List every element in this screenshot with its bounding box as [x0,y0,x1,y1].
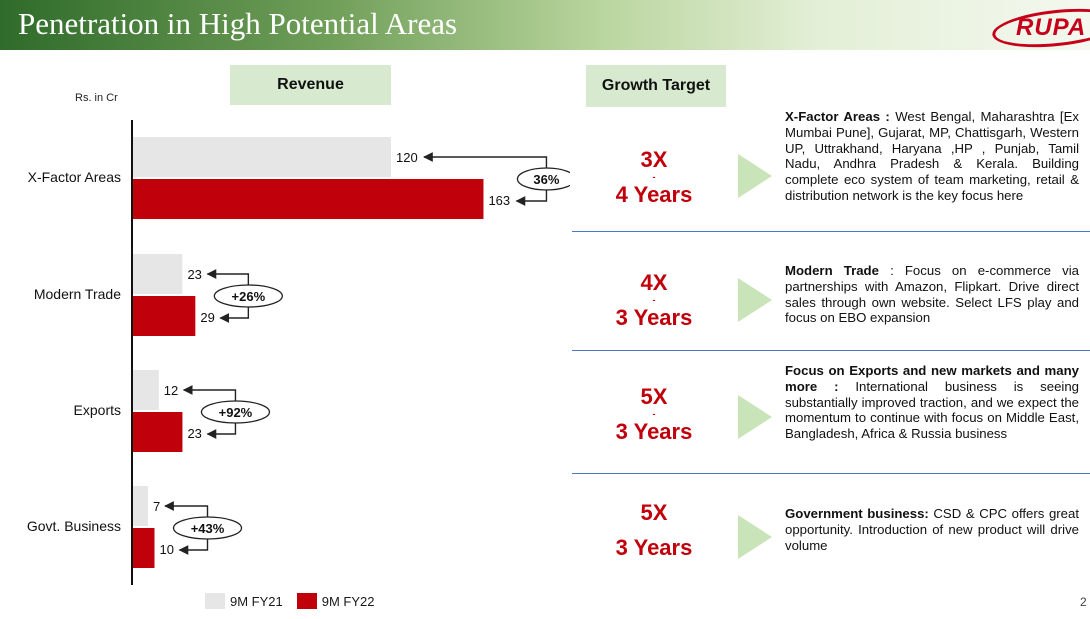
growth-label: +26% [232,289,266,304]
separator-line [572,231,1090,232]
desc-heading: Focus on Exports and new markets and man… [785,363,1079,394]
bar-fy22 [133,528,155,568]
growth-badge [200,400,271,424]
growth-target-label: Growth Target [586,65,726,107]
category-label: Exports [74,402,121,418]
category-label: Modern Trade [34,286,121,302]
separator-line [572,350,1090,351]
legend-label-fy22: 9M FY22 [321,593,375,609]
target-dash: - [652,172,656,182]
growth-badge [213,284,284,308]
target-dash [592,526,716,534]
page-number: 2 [1080,595,1087,609]
desc-exports: Focus on Exports and new markets and man… [785,363,1079,442]
growth-connector-top [164,501,209,520]
bar-fy21 [133,486,149,526]
legend-swatch-fy22 [296,593,317,609]
target-exports: 5X - 3 Years [592,384,716,446]
rupa-logo: RUPA [990,8,1090,48]
target-dash: - [652,409,656,419]
arrow-icon [738,395,772,439]
target-years: 3 Years [615,305,693,330]
target-multiple: 5X [640,500,668,525]
desc-heading: Modern Trade [785,263,879,278]
desc-heading: X-Factor Areas : [785,109,890,124]
growth-connector-bottom [178,536,209,555]
arrow-icon [738,154,772,198]
desc-text: CSD & CPC offers great opportunity. Intr… [785,506,1080,553]
arrow-icon [738,278,772,322]
growth-connector-bottom [515,187,548,206]
category-label: Govt. Business [27,518,121,534]
value-label-fy21: 7 [153,499,160,514]
category-label: X-Factor Areas [28,169,121,185]
growth-connector-top [182,385,237,404]
page-title: Penetration in High Potential Areas [18,6,458,41]
target-govt-business: 5X 3 Years [592,500,716,562]
legend-swatch-fy21 [205,593,225,609]
value-label-fy22: 10 [160,542,174,557]
desc-govt-business: Government business: CSD & CPC offers gr… [785,506,1079,553]
desc-x-factor: X-Factor Areas : West Bengal, Maharashtr… [785,109,1079,204]
bar-fy22 [133,179,484,219]
legend-item-fy22: 9M FY22 [296,593,375,609]
value-label-fy22: 163 [488,193,510,208]
growth-label: +43% [191,521,225,536]
target-dash: - [652,295,656,305]
target-modern-trade: 4X - 3 Years [592,270,716,332]
value-label-fy21: 12 [164,383,178,398]
target-multiple: 4X [640,270,668,295]
chart-legend: 9M FY21 9M FY22 [205,593,389,609]
desc-heading: Government business: [785,506,929,521]
units-label: Rs. in Cr [75,92,118,104]
desc-text: International business is seeing substan… [785,378,1079,442]
growth-connector-top [206,269,250,288]
target-multiple: 5X [640,384,668,409]
growth-connector-bottom [206,420,237,439]
revenue-label: Revenue [230,65,391,105]
bar-fy21 [133,370,159,410]
desc-text: West Bengal, Maharashtra [Ex Mumbai Pune… [785,109,1079,203]
bar-fy21 [133,254,183,294]
bar-fy22 [133,296,196,336]
value-label-fy22: 23 [187,426,201,441]
desc-text: : Focus on e-commerce via partnerships w… [785,263,1079,326]
header-banner: Penetration in High Potential Areas RUPA [0,0,1090,50]
growth-connector-top [423,152,548,171]
bar-fy22 [133,412,183,452]
target-years: 3 Years [615,535,693,560]
legend-item-fy21: 9M FY21 [205,593,283,609]
target-years: 4 Years [615,182,693,207]
desc-modern-trade: Modern Trade : Focus on e-commerce via p… [785,263,1079,326]
target-years: 3 Years [615,419,693,444]
value-label-fy21: 120 [396,150,418,165]
separator-line [572,473,1090,474]
growth-label: 36% [533,172,559,187]
growth-badge [172,516,243,540]
revenue-bar-chart: X-Factor Areas 120 163 36% Modern Trade 23 29 +… [27,120,570,585]
growth-connector-bottom [219,304,250,323]
target-x-factor: 3X - 4 Years [592,147,716,209]
growth-badge [516,167,570,191]
logo-text: RUPA [1016,14,1087,41]
value-label-fy21: 23 [187,267,201,282]
arrow-icon [738,515,772,559]
value-label-fy22: 29 [200,310,214,325]
bar-fy21 [133,137,391,177]
target-multiple: 3X [640,147,668,172]
growth-label: +92% [219,405,253,420]
legend-label-fy21: 9M FY21 [230,593,283,609]
